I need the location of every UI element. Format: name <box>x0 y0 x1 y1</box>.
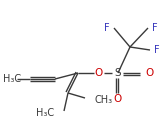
Text: O: O <box>95 68 103 78</box>
Text: H₃C: H₃C <box>36 108 54 118</box>
Text: O: O <box>145 68 153 78</box>
Text: S: S <box>115 68 121 78</box>
Text: F: F <box>104 23 110 33</box>
Text: CH₃: CH₃ <box>95 95 113 105</box>
Text: F: F <box>152 23 158 33</box>
Text: F: F <box>154 45 160 55</box>
Text: H₃C: H₃C <box>3 74 21 84</box>
Text: O: O <box>114 94 122 104</box>
